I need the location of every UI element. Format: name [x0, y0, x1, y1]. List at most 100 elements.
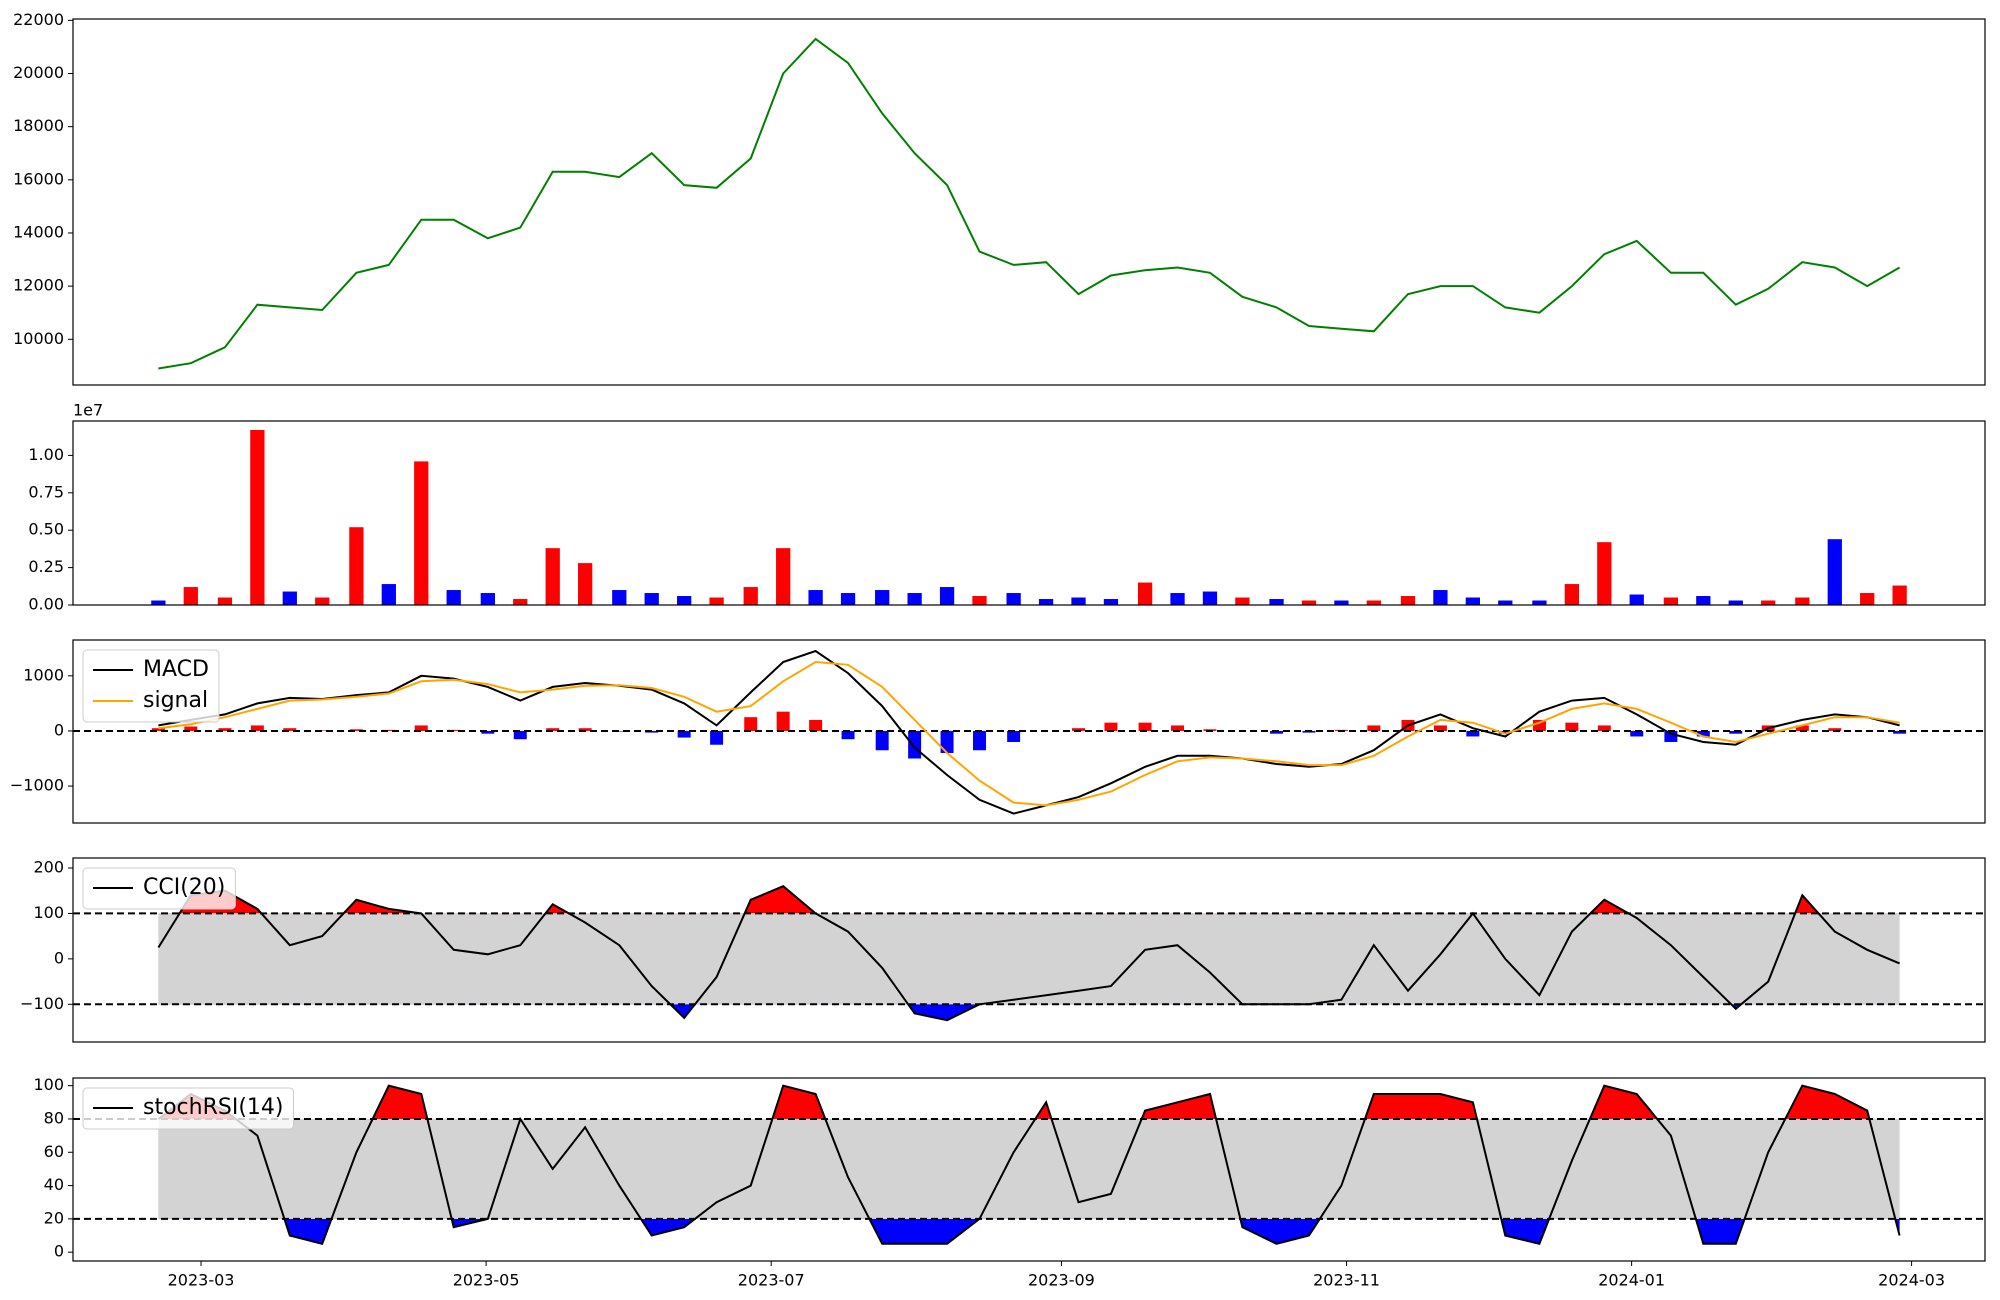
- volume-bar: [381, 584, 396, 605]
- volume-bar: [1170, 593, 1185, 605]
- histogram-bar: [1007, 730, 1021, 742]
- histogram-bar: [1072, 728, 1085, 731]
- y-tick-label: 0.00: [28, 595, 64, 614]
- line: [158, 660, 1900, 807]
- y-tick-label: 80: [44, 1108, 64, 1127]
- y-tick-label: 12000: [13, 276, 64, 295]
- x-tick-label: 2024-01: [1598, 1271, 1665, 1290]
- histogram-bar: [151, 728, 165, 731]
- line: [158, 37, 1901, 370]
- volume-bar: [1564, 584, 1580, 605]
- histogram-bar: [612, 730, 626, 732]
- histogram-bar: [1138, 722, 1152, 731]
- histogram-bar: [1104, 722, 1118, 731]
- histogram-bar: [1664, 730, 1678, 742]
- histogram-bar: [973, 730, 986, 751]
- histogram-bar: [1630, 730, 1644, 737]
- histogram-bar: [940, 730, 954, 753]
- y-tick-label: 60: [44, 1142, 64, 1161]
- axes-frame: [72, 18, 1986, 386]
- volume-bar: [1532, 600, 1547, 605]
- y-tick-label: 20: [44, 1208, 64, 1227]
- volume-bar: [1301, 600, 1317, 605]
- volume-bar: [1103, 599, 1119, 605]
- volume-bar: [250, 429, 265, 605]
- volume-bar: [480, 593, 495, 605]
- y-tick-label: 0: [54, 948, 64, 967]
- band: [158, 1118, 1900, 1219]
- histogram-bar: [578, 728, 592, 731]
- histogram-bar: [1828, 728, 1842, 731]
- offset-label: 1e7: [73, 401, 103, 420]
- histogram-bar: [776, 711, 790, 731]
- y-tick-label: 0.75: [28, 482, 64, 501]
- volume-bar: [808, 590, 823, 605]
- axes-frame: [72, 857, 1986, 1043]
- y-tick-label: 40: [44, 1175, 64, 1194]
- volume-bar: [349, 527, 364, 605]
- volume-bar: [1629, 594, 1644, 605]
- volume-bar: [1038, 599, 1054, 605]
- x-tick-label: 2023-11: [1313, 1271, 1380, 1290]
- axes-frame: [72, 1077, 1986, 1262]
- volume-bar: [1400, 596, 1416, 605]
- volume-bar: [875, 590, 890, 605]
- volume-bar: [1465, 597, 1480, 605]
- volume-bar: [1137, 582, 1153, 605]
- histogram-bar: [1795, 725, 1809, 731]
- histogram-bar: [809, 719, 823, 731]
- y-tick-label: 10000: [13, 329, 64, 348]
- histogram-bar: [481, 730, 495, 734]
- oversold-fill: [158, 1218, 1900, 1244]
- x-tick-label: 2023-03: [168, 1271, 235, 1290]
- volume-bar: [1892, 585, 1907, 605]
- legend-label: MACD: [143, 657, 209, 682]
- volume-bar: [776, 548, 791, 605]
- y-tick-label: 0.25: [28, 557, 64, 576]
- y-tick-label: 14000: [13, 222, 64, 241]
- volume-bar: [1696, 596, 1711, 605]
- volume-bar: [1795, 597, 1810, 605]
- histogram-bar: [1433, 725, 1447, 731]
- histogram-bar: [1565, 722, 1579, 731]
- y-tick-label: 1000: [23, 665, 64, 684]
- volume-bar: [907, 593, 922, 605]
- histogram-bar: [1597, 725, 1611, 731]
- y-tick-label: 0: [54, 720, 64, 739]
- legend-box: [82, 867, 236, 910]
- volume-bar: [1202, 591, 1218, 605]
- y-tick-label: 0.50: [28, 520, 64, 539]
- volume-bar: [1433, 590, 1448, 605]
- volume-bar: [315, 597, 330, 605]
- histogram-bar: [250, 725, 264, 731]
- y-tick-label: 16000: [13, 169, 64, 188]
- overbought-fill: [158, 1085, 1870, 1119]
- y-tick-label: 18000: [13, 116, 64, 135]
- legend-label: stochRSI(14): [143, 1095, 284, 1120]
- legend-label: signal: [143, 688, 208, 713]
- plot-area: [73, 885, 1985, 1022]
- volume-bar: [1498, 600, 1513, 605]
- histogram-bar: [1532, 719, 1546, 731]
- y-tick-label: −100: [20, 994, 64, 1013]
- volume-bar: [840, 593, 856, 605]
- y-tick-label: 20000: [13, 63, 64, 82]
- volume-bar: [446, 590, 461, 605]
- histogram-bar: [382, 729, 396, 731]
- histogram-bar: [1696, 730, 1710, 737]
- plot-area: [73, 1084, 1985, 1245]
- volume-bar: [972, 596, 987, 605]
- volume-bar: [513, 599, 528, 605]
- line: [158, 649, 1900, 815]
- volume-bar: [1006, 593, 1021, 605]
- histogram-bar: [908, 730, 922, 759]
- volume-bar: [578, 563, 593, 605]
- volume-bar: [1728, 600, 1743, 605]
- plot-area: [151, 429, 1907, 605]
- volume-bar: [644, 593, 659, 605]
- histogram-bar: [1729, 730, 1743, 734]
- histogram-bar: [184, 726, 198, 731]
- histogram-bar: [1893, 730, 1907, 734]
- volume-bar: [1597, 542, 1612, 605]
- volume-bar: [677, 596, 692, 605]
